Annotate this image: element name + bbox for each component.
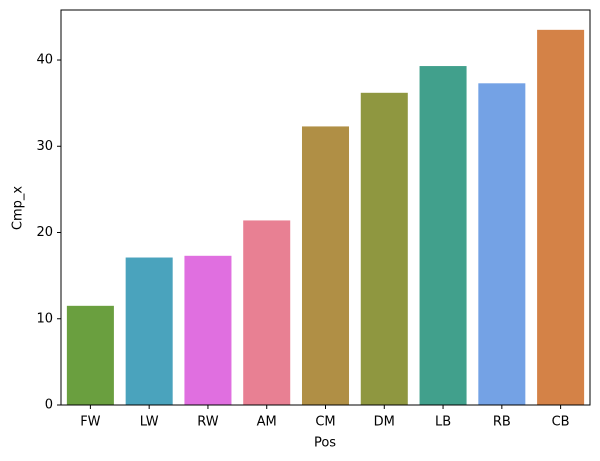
y-tick-label: 40 [36,53,53,68]
y-tick-label: 10 [36,311,53,326]
x-tick-label: CB [552,415,570,430]
bar [537,29,585,406]
x-tick-label: AM [257,415,277,430]
bar [66,305,114,405]
x-axis-label: Pos [314,436,336,451]
y-tick-label: 20 [36,225,53,240]
x-tick-label: RB [493,415,511,430]
bar [301,126,350,406]
bar [478,83,526,405]
x-tick-label: CM [315,415,335,430]
bar [125,257,173,405]
bar [243,220,291,405]
y-tick-label: 30 [36,139,53,154]
x-tick-label: LB [435,415,451,430]
x-tick-label: FW [80,415,100,430]
bar [184,255,232,405]
x-tick-label: DM [374,415,395,430]
plot-frame [60,9,591,406]
x-tick-label: RW [197,415,219,430]
bar [419,66,467,405]
y-axis-label: Cmp_x [11,186,26,230]
x-tick-label: LW [140,415,159,430]
y-tick-label: 0 [45,398,53,413]
bar [360,92,408,405]
